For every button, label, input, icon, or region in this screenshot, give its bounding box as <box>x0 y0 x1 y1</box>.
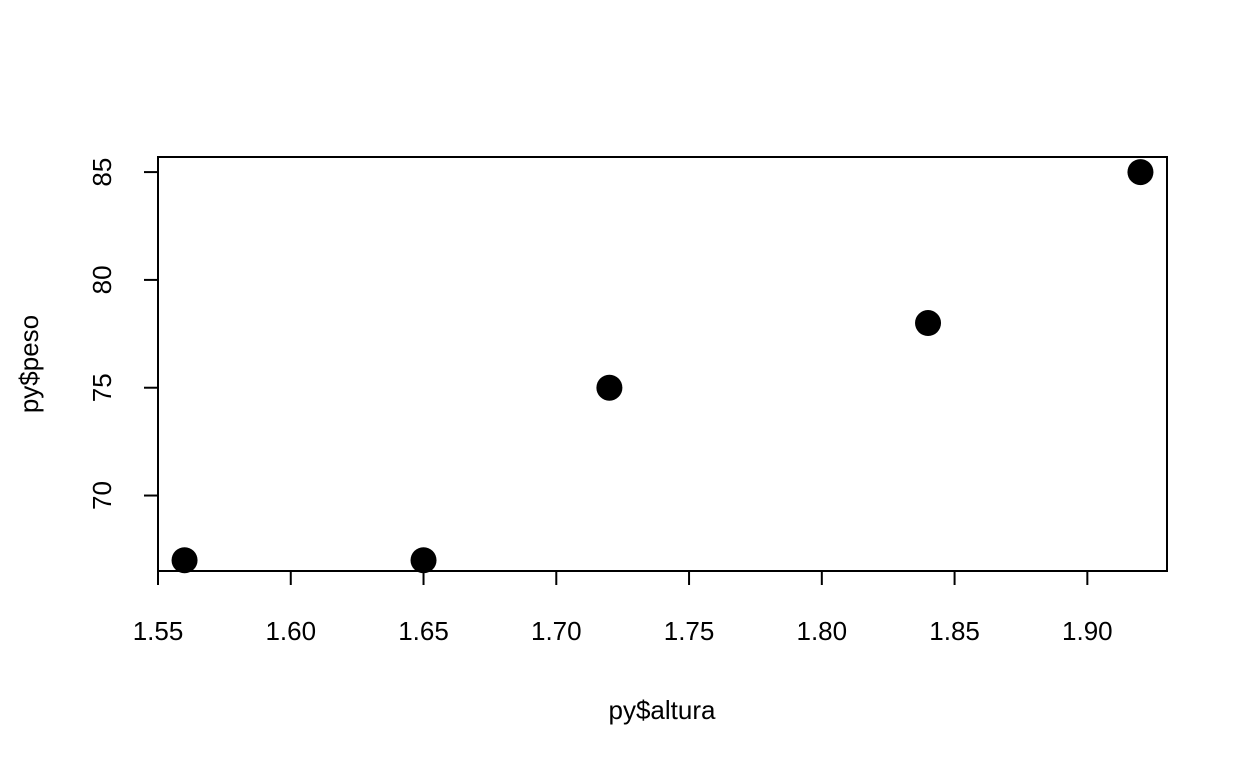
y-tick-label: 85 <box>87 158 117 187</box>
data-point <box>596 374 623 401</box>
plot-frame <box>157 156 1168 572</box>
x-tick-label: 1.60 <box>265 616 316 646</box>
x-tick-label: 1.80 <box>797 616 848 646</box>
x-axis: 1.55 1.60 1.65 1.70 1.75 1.80 1.85 1.90 <box>133 570 1113 646</box>
y-tick-label: 80 <box>87 265 117 294</box>
data-point <box>1127 159 1154 186</box>
data-point <box>915 310 942 337</box>
y-axis: 70 75 80 85 <box>87 158 159 510</box>
data-point <box>171 547 198 574</box>
x-tick-label: 1.75 <box>664 616 715 646</box>
x-tick-label: 1.55 <box>133 616 184 646</box>
x-tick-label: 1.65 <box>398 616 449 646</box>
y-tick-label: 75 <box>87 373 117 402</box>
y-axis-label: py$peso <box>14 315 44 413</box>
x-tick-label: 1.70 <box>531 616 582 646</box>
data-point <box>410 547 437 574</box>
x-tick-label: 1.90 <box>1062 616 1113 646</box>
x-axis-label: py$altura <box>609 695 716 725</box>
y-tick-label: 70 <box>87 481 117 510</box>
data-points <box>171 159 1154 574</box>
x-tick-label: 1.85 <box>929 616 980 646</box>
